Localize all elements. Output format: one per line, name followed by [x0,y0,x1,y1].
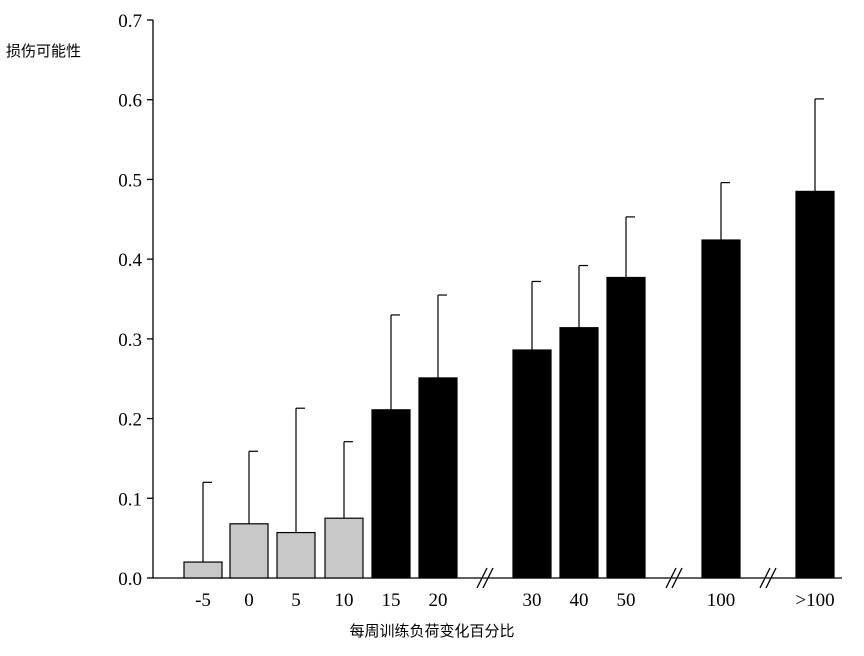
bar [795,190,835,579]
y-ticks: 0.0 0.1 0.2 0.3 0.4 0.5 0.6 0.7 [118,11,153,590]
bar [371,409,411,579]
x-ticks: -5 0 5 10 15 20 30 40 50 100 >100 [195,590,835,611]
x-tick-label: 15 [382,590,401,611]
bar [324,517,364,579]
x-tick-label: 100 [707,590,736,611]
axis-break-mark [476,567,488,589]
axis-break-mark [671,567,683,589]
bar [606,276,646,579]
bar [229,523,269,579]
bar [418,377,458,579]
x-tick-label: 0 [244,590,254,611]
y-axis-label: 损伤可能性 [6,42,82,60]
x-axis-label: 每周训练负荷变化百分比 [349,622,515,640]
y-tick-label: 0.3 [118,330,142,351]
x-tick-label: 5 [291,590,301,611]
y-tick-label: 0.6 [118,91,142,112]
x-tick-label: 30 [523,590,542,611]
axis-break-mark [665,567,677,589]
x-tick-label: -5 [195,590,211,611]
x-tick-label: 50 [617,590,636,611]
x-tick-label: >100 [795,590,834,611]
axis-break-mark [765,567,777,589]
y-tick-label: 0.4 [118,250,142,271]
y-tick-label: 0.1 [118,489,142,510]
bar [512,349,552,579]
bars [183,190,835,579]
x-tick-label: 20 [429,590,448,611]
bar [559,327,599,579]
axis-breaks [476,567,777,589]
axis-break-mark [482,567,494,589]
x-tick-label: 40 [570,590,589,611]
y-tick-label: 0.0 [118,569,142,590]
x-tick-label: 10 [335,590,354,611]
bar [183,561,223,579]
y-tick-label: 0.5 [118,170,142,191]
error-bars [202,98,824,563]
y-tick-label: 0.2 [118,410,142,431]
bar [701,239,741,579]
y-tick-label: 0.7 [118,11,142,32]
axis-break-mark [759,567,771,589]
bar [276,531,316,579]
